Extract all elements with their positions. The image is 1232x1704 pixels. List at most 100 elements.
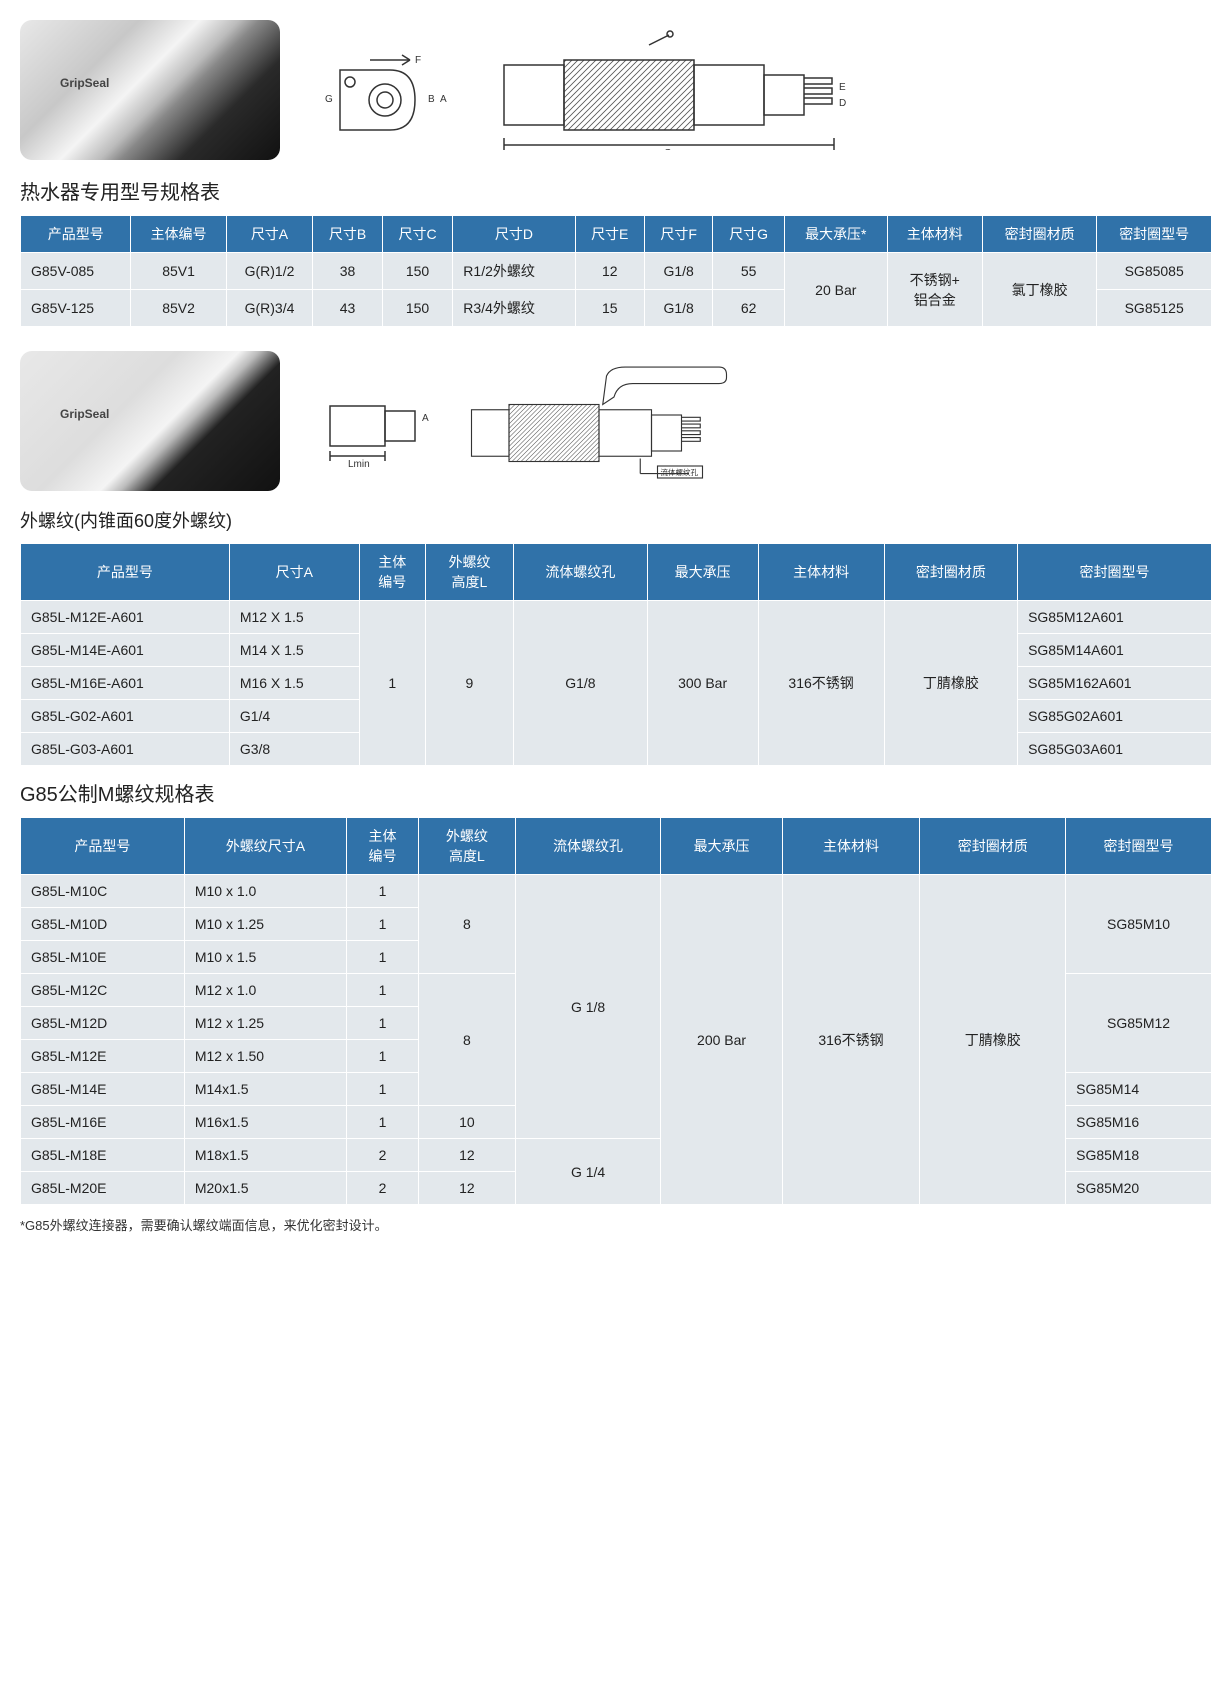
table-cell: G85L-M16E-A601: [21, 667, 230, 700]
table-header: 主体编号: [347, 818, 419, 875]
table-cell: 氯丁橡胶: [982, 253, 1097, 327]
table-cell: G3/8: [229, 733, 359, 766]
table-cell: 85V2: [131, 290, 226, 327]
table-cell: 62: [713, 290, 785, 327]
table-cell: G1/8: [644, 253, 712, 290]
table-header: 主体材料: [887, 216, 982, 253]
dim-label-G: G: [325, 94, 333, 105]
dim-label-E: E: [839, 82, 846, 93]
table-row: G85L-M10CM10 x 1.018G 1/8200 Bar316不锈钢丁腈…: [21, 875, 1212, 908]
table-header: 密封圈材质: [982, 216, 1097, 253]
dim-label-B: B: [428, 94, 435, 105]
section3-title: G85公制M螺纹规格表: [20, 778, 1212, 807]
drawing-longitudinal-g85v: C E D: [494, 30, 854, 150]
figure-row-2: Lmin A 流体螺纹孔: [20, 351, 1212, 491]
table-cell: G85L-M12D: [21, 1007, 185, 1040]
table-cell: 不锈钢+铝合金: [887, 253, 982, 327]
drawing-side-flange: F G B A: [320, 30, 470, 150]
table-row: G85L-M12E-A601M12 X 1.519G1/8300 Bar316不…: [21, 601, 1212, 634]
table-cell: 9: [425, 601, 513, 766]
dim-label-A: A: [440, 94, 447, 105]
table-header: 外螺纹尺寸A: [184, 818, 346, 875]
table-cell: G(R)1/2: [226, 253, 313, 290]
table-header: 主体编号: [131, 216, 226, 253]
table-cell: G 1/8: [515, 875, 661, 1139]
table-cell: SG85085: [1097, 253, 1212, 290]
table-header: 最大承压: [661, 818, 782, 875]
table-cell: M16 X 1.5: [229, 667, 359, 700]
table-cell: M18x1.5: [184, 1139, 346, 1172]
table-cell: 150: [382, 290, 453, 327]
table-header: 产品型号: [21, 544, 230, 601]
table-cell: 316不锈钢: [758, 601, 884, 766]
table-cell: M12 x 1.25: [184, 1007, 346, 1040]
table-cell: SG85M10: [1066, 875, 1212, 974]
table-cell: 12: [419, 1172, 516, 1205]
table-cell: G1/8: [644, 290, 712, 327]
table-cell: 200 Bar: [661, 875, 782, 1205]
table-section1: 产品型号主体编号尺寸A尺寸B尺寸C尺寸D尺寸E尺寸F尺寸G最大承压*主体材料密封…: [20, 215, 1212, 327]
table-cell: SG85M12A601: [1018, 601, 1212, 634]
table-cell: SG85M162A601: [1018, 667, 1212, 700]
table-cell: 55: [713, 253, 785, 290]
table-cell: M14 X 1.5: [229, 634, 359, 667]
table-header: 尺寸F: [644, 216, 712, 253]
table-header: 外螺纹高度L: [419, 818, 516, 875]
table-cell: 85V1: [131, 253, 226, 290]
table-cell: M10 x 1.0: [184, 875, 346, 908]
table-cell: M10 x 1.25: [184, 908, 346, 941]
table-cell: 2: [347, 1172, 419, 1205]
table-cell: G85V-125: [21, 290, 131, 327]
technical-drawing-g85l: Lmin A 流体螺纹孔: [320, 351, 1212, 491]
section1-title: 热水器专用型号规格表: [20, 176, 1212, 205]
table-header: 尺寸C: [382, 216, 453, 253]
table-header: 密封圈型号: [1018, 544, 1212, 601]
table-cell: 丁腈橡胶: [884, 601, 1017, 766]
section2-subtitle: 外螺纹(内锥面60度外螺纹): [20, 507, 1212, 533]
table-cell: G85L-M16E: [21, 1106, 185, 1139]
table-cell: 8: [419, 875, 516, 974]
drawing-stub: Lmin A: [320, 361, 440, 481]
table-cell: G1/4: [229, 700, 359, 733]
table-cell: G85L-M12E: [21, 1040, 185, 1073]
table-header: 密封圈型号: [1097, 216, 1212, 253]
table-header: 尺寸D: [453, 216, 575, 253]
table-header: 密封圈型号: [1066, 818, 1212, 875]
table-cell: G85L-G03-A601: [21, 733, 230, 766]
dim-label-F: F: [415, 55, 421, 66]
table-cell: 1: [347, 1040, 419, 1073]
table-cell: 1: [347, 941, 419, 974]
table-header: 尺寸B: [313, 216, 382, 253]
footnote: *G85外螺纹连接器，需要确认螺纹端面信息，来优化密封设计。: [20, 1215, 1212, 1234]
table-header: 外螺纹高度L: [425, 544, 513, 601]
table-cell: SG85G03A601: [1018, 733, 1212, 766]
table-header: 产品型号: [21, 818, 185, 875]
table-section2: 产品型号尺寸A主体编号外螺纹高度L流体螺纹孔最大承压主体材料密封圈材质密封圈型号…: [20, 543, 1212, 766]
table-cell: M10 x 1.5: [184, 941, 346, 974]
table-header: 主体编号: [359, 544, 425, 601]
table-header: 流体螺纹孔: [514, 544, 647, 601]
table-cell: G85L-M14E-A601: [21, 634, 230, 667]
dim-label-Lmin: Lmin: [348, 459, 370, 470]
table-cell: R3/4外螺纹: [453, 290, 575, 327]
dim-label-A2: A: [422, 413, 429, 424]
table-cell: 20 Bar: [784, 253, 887, 327]
table-header: 产品型号: [21, 216, 131, 253]
table-cell: G85L-M10E: [21, 941, 185, 974]
table-cell: 1: [347, 875, 419, 908]
drawing-longitudinal-g85l: 流体螺纹孔: [464, 361, 734, 481]
table-cell: 1: [347, 1007, 419, 1040]
table-cell: 38: [313, 253, 382, 290]
table-cell: SG85M14A601: [1018, 634, 1212, 667]
table-header: 尺寸E: [575, 216, 644, 253]
table-cell: G(R)3/4: [226, 290, 313, 327]
table-cell: 300 Bar: [647, 601, 758, 766]
table-cell: G85L-M18E: [21, 1139, 185, 1172]
table-cell: 丁腈橡胶: [920, 875, 1066, 1205]
table-cell: 1: [359, 601, 425, 766]
table-cell: SG85G02A601: [1018, 700, 1212, 733]
table-cell: G85L-M12C: [21, 974, 185, 1007]
table-cell: G85L-M10D: [21, 908, 185, 941]
table-cell: M16x1.5: [184, 1106, 346, 1139]
table-cell: 10: [419, 1106, 516, 1139]
